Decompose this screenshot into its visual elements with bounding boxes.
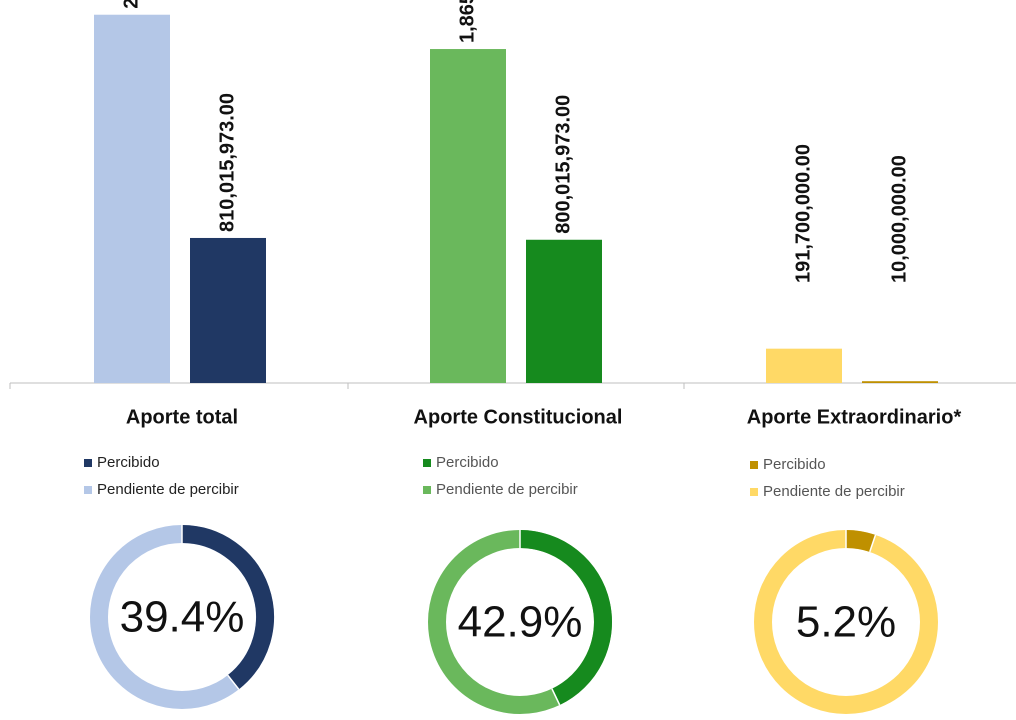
- legend-swatch: [84, 459, 92, 467]
- legend-label: Pendiente de percibir: [763, 483, 905, 500]
- bar: [94, 14, 170, 383]
- legend-swatch: [84, 486, 92, 494]
- donut-segment: [519, 530, 612, 705]
- donut-label: 39.4%: [120, 593, 245, 642]
- donut-label: 42.9%: [458, 598, 583, 647]
- legend-label: Percibido: [97, 454, 160, 471]
- legend-label: Percibido: [763, 456, 826, 473]
- donut-divider: [869, 534, 877, 553]
- legend-label: Percibido: [436, 454, 499, 471]
- legend-swatch: [750, 461, 758, 469]
- legend-swatch: [423, 459, 431, 467]
- donut-segment: [181, 525, 274, 690]
- bar: [190, 237, 266, 383]
- category-label: Aporte total: [126, 406, 238, 428]
- legend-label: Pendiente de percibir: [436, 481, 578, 498]
- legend-swatch: [423, 486, 431, 494]
- donut-label: 5.2%: [796, 598, 896, 647]
- data-label: 810,015,973.00: [216, 93, 238, 232]
- data-label: 800,015,973.00: [552, 95, 574, 234]
- donut-segment: [845, 530, 876, 553]
- donut-divider: [551, 688, 561, 706]
- data-label: 1,865,205,000.00: [456, 0, 478, 43]
- legend-label: Pendiente de percibir: [97, 481, 239, 498]
- data-label: 191,700,000.00: [792, 144, 814, 283]
- donut-divider: [227, 674, 240, 690]
- data-label: 2,056,905,000.00: [120, 0, 142, 9]
- legend-swatch: [750, 488, 758, 496]
- bar: [766, 348, 842, 383]
- bar: [430, 49, 506, 383]
- bar: [862, 381, 938, 383]
- data-label: 10,000,000.00: [888, 155, 910, 283]
- bar: [526, 239, 602, 383]
- category-label: Aporte Constitucional: [414, 406, 623, 428]
- category-label: Aporte Extraordinario*: [747, 406, 962, 428]
